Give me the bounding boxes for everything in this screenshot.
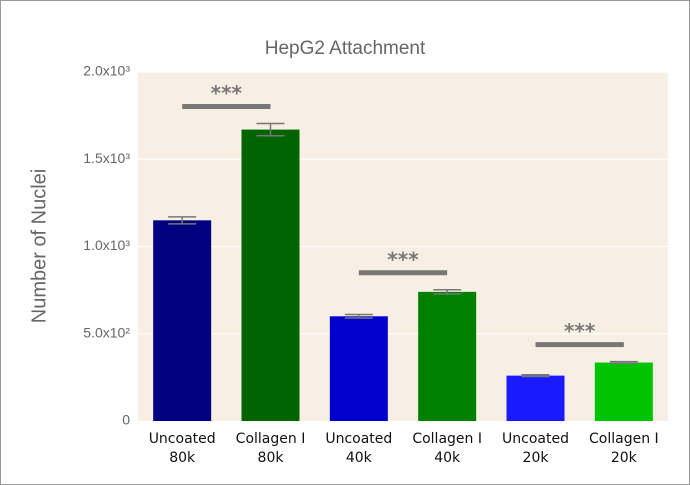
x-tick-label: 40k bbox=[434, 450, 461, 466]
bar bbox=[506, 375, 565, 421]
significance-label: *** bbox=[211, 81, 243, 105]
y-tick-label: 2.0x10³ bbox=[83, 63, 130, 79]
x-tick-label: 80k bbox=[258, 450, 285, 466]
significance-label: *** bbox=[564, 319, 596, 343]
y-tick-label: 5.0x10² bbox=[83, 324, 130, 340]
bar bbox=[418, 291, 477, 421]
x-tick-label: Collagen I bbox=[589, 431, 659, 447]
bar bbox=[241, 129, 300, 421]
x-tick-label: Collagen I bbox=[236, 431, 306, 447]
x-tick-label: 40k bbox=[346, 450, 373, 466]
y-tick-label: 0 bbox=[122, 412, 130, 428]
significance-label: *** bbox=[387, 247, 419, 271]
x-tick-label: Collagen I bbox=[412, 431, 482, 447]
x-tick-label: Uncoated bbox=[502, 431, 569, 447]
bar bbox=[153, 220, 212, 421]
y-tick-label: 1.5x10³ bbox=[83, 150, 130, 166]
bar bbox=[594, 362, 653, 421]
y-tick-label: 1.0x10³ bbox=[83, 237, 130, 253]
x-tick-label: Uncoated bbox=[325, 431, 392, 447]
y-axis-label: Number of Nuclei bbox=[28, 169, 50, 324]
x-tick-label: 20k bbox=[611, 450, 638, 466]
x-tick-label: 80k bbox=[169, 450, 196, 466]
x-tick-label: Uncoated bbox=[149, 431, 216, 447]
bar bbox=[329, 316, 388, 421]
chart-title: HepG2 Attachment bbox=[265, 38, 426, 59]
x-tick-label: 20k bbox=[523, 450, 550, 466]
